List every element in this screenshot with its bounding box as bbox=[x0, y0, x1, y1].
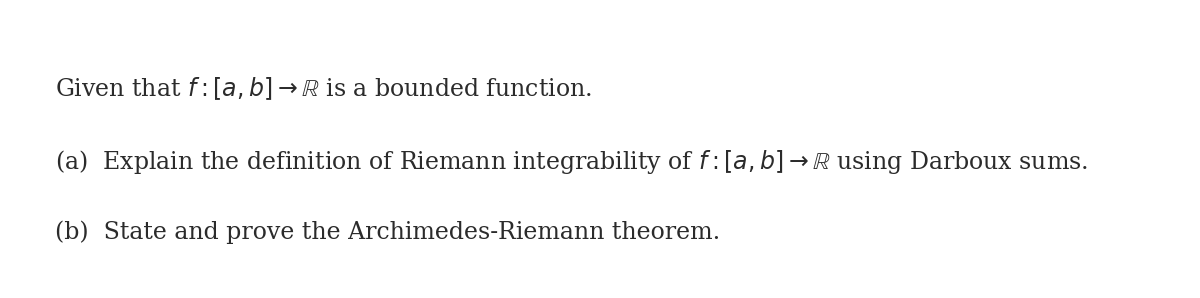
Text: (a)  Explain the definition of Riemann integrability of $f : [a, b] \rightarrow : (a) Explain the definition of Riemann in… bbox=[55, 148, 1088, 176]
Text: Given that $f : [a, b] \rightarrow \mathbb{R}$ is a bounded function.: Given that $f : [a, b] \rightarrow \math… bbox=[55, 75, 592, 102]
Text: (b)  State and prove the Archimedes-Riemann theorem.: (b) State and prove the Archimedes-Riema… bbox=[55, 220, 720, 243]
